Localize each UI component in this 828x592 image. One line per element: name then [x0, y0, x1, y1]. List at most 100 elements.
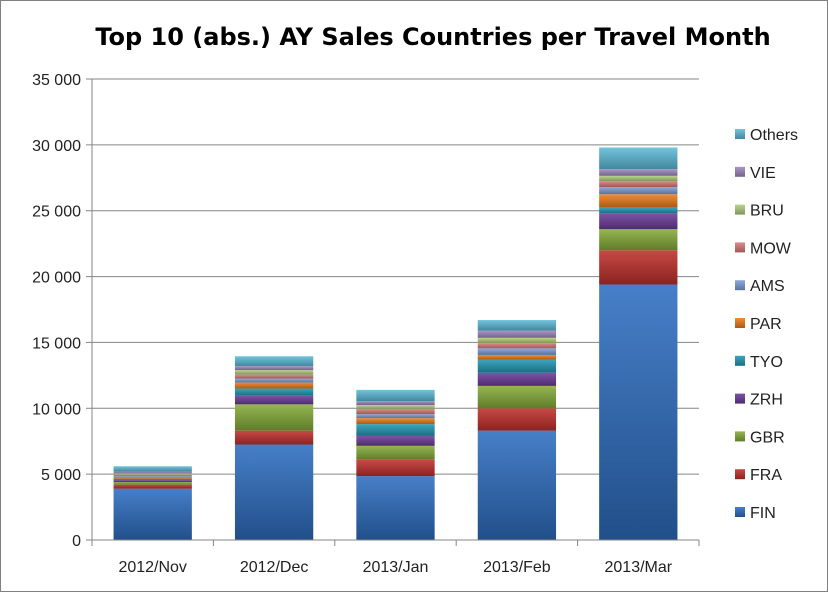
legend-item-bru: BRU [735, 203, 784, 220]
legend-item-zrh: ZRH [735, 392, 783, 409]
y-tick-label: 30 000 [32, 138, 81, 155]
bar-segment-tyo [599, 207, 678, 214]
legend-swatch [735, 431, 745, 442]
legend-swatch [735, 129, 745, 139]
legend-swatch [735, 166, 745, 177]
bar-segment-par [113, 477, 192, 479]
bar-segment-tyo [113, 478, 192, 481]
bar-segment-others [356, 389, 435, 402]
bar-segment-zrh [234, 395, 314, 405]
bar-segment-fra [356, 459, 435, 477]
legend-label: FIN [750, 505, 776, 522]
legend-label: Others [750, 127, 798, 144]
bar-segment-vie [113, 471, 192, 474]
x-tick-label: 2013/Jan [363, 559, 429, 576]
y-tick-label: 15 000 [32, 335, 81, 352]
bar-segment-mow [234, 374, 314, 379]
y-tick-label: 25 000 [32, 204, 81, 221]
bar-segment-bru [477, 337, 557, 344]
bar-segment-fin [477, 430, 557, 540]
legend-label: VIE [750, 165, 776, 182]
y-tick-label: 10 000 [32, 401, 81, 418]
bar-segment-par [477, 354, 557, 360]
bar-segment-bru [599, 175, 678, 182]
legend-label: PAR [750, 316, 782, 333]
legend-swatch [735, 393, 745, 404]
legend-swatch [735, 280, 745, 291]
legend-item-others: Others [735, 127, 798, 144]
bar-segment-gbr [234, 404, 314, 431]
bar-segment-tyo [356, 424, 435, 436]
bar-segment-fra [113, 484, 192, 489]
legend-swatch [735, 204, 745, 215]
legend-item-par: PAR [735, 316, 782, 333]
bar-segment-vie [234, 366, 314, 371]
bar-segment-gbr [356, 445, 435, 460]
bar-segment-ams [477, 348, 557, 355]
bar-segment-fin [234, 444, 314, 540]
legend-swatch [735, 507, 745, 517]
x-tick-label: 2013/Feb [483, 559, 551, 576]
bar-segment-mow [113, 474, 192, 477]
legend-label: GBR [750, 429, 785, 446]
bar-segment-gbr [477, 385, 557, 409]
legend-item-tyo: TYO [735, 354, 783, 371]
bar-segment-ams [234, 378, 314, 383]
bar-segment-gbr [599, 229, 678, 251]
y-tick-label: 5 000 [41, 467, 81, 484]
y-tick-label: 0 [72, 533, 81, 550]
legend-label: FRA [750, 467, 782, 484]
legend-swatch [735, 318, 745, 328]
bar-segment-ams [599, 187, 678, 195]
bar-segment-others [113, 466, 192, 472]
bar-segment-par [356, 418, 435, 425]
bar-segment-mow [477, 343, 557, 349]
bar-segment-others [599, 147, 678, 170]
legend-item-ams: AMS [735, 278, 785, 295]
bar-segment-zrh [599, 213, 678, 230]
y-tick-label: 35 000 [32, 72, 81, 89]
legend-label: AMS [750, 278, 785, 295]
bar-segment-mow [356, 408, 435, 415]
bar-segment-zrh [477, 372, 557, 386]
bar-segment-vie [477, 330, 557, 338]
bar-segment-fra [477, 408, 557, 431]
x-tick-label: 2012/Nov [118, 559, 187, 576]
legend-label: MOW [750, 240, 792, 257]
legend-item-mow: MOW [735, 240, 792, 257]
legend-item-gbr: GBR [735, 429, 785, 446]
bar-segment-bru [234, 370, 314, 375]
bar-segment-ams [113, 476, 192, 478]
bar-segment-fra [599, 250, 678, 285]
legend-label: TYO [750, 354, 783, 371]
bar-segment-zrh [113, 480, 192, 483]
x-tick-label: 2013/Mar [605, 559, 673, 576]
bar-segment-mow [599, 181, 678, 188]
legend-label: ZRH [750, 392, 783, 409]
x-tick-label: 2012/Dec [240, 559, 309, 576]
legend-item-vie: VIE [735, 165, 776, 182]
bar-segment-others [477, 320, 557, 331]
legend-swatch [735, 242, 745, 253]
legend-item-fra: FRA [735, 467, 782, 484]
bar-segment-fin [356, 476, 435, 540]
bar-segment-par [234, 382, 314, 389]
y-tick-label: 20 000 [32, 270, 81, 287]
legend-swatch [735, 355, 745, 366]
bar-segment-par [599, 194, 678, 208]
bar-segment-gbr [113, 482, 192, 485]
bar-segment-others [234, 356, 314, 367]
bar-segment-bru [113, 473, 192, 475]
legend-swatch [735, 469, 745, 480]
bar-segment-zrh [356, 435, 435, 446]
bar-segment-tyo [477, 359, 557, 373]
chart-title: Top 10 (abs.) AY Sales Countries per Tra… [95, 23, 771, 51]
bar-segment-fin [113, 488, 192, 540]
bar-segment-vie [599, 169, 678, 176]
bar-segment-vie [356, 401, 435, 405]
legend-item-fin: FIN [735, 505, 776, 522]
bar-segment-tyo [234, 388, 314, 396]
bar-segment-bru [356, 404, 435, 409]
legend-label: BRU [750, 203, 784, 220]
